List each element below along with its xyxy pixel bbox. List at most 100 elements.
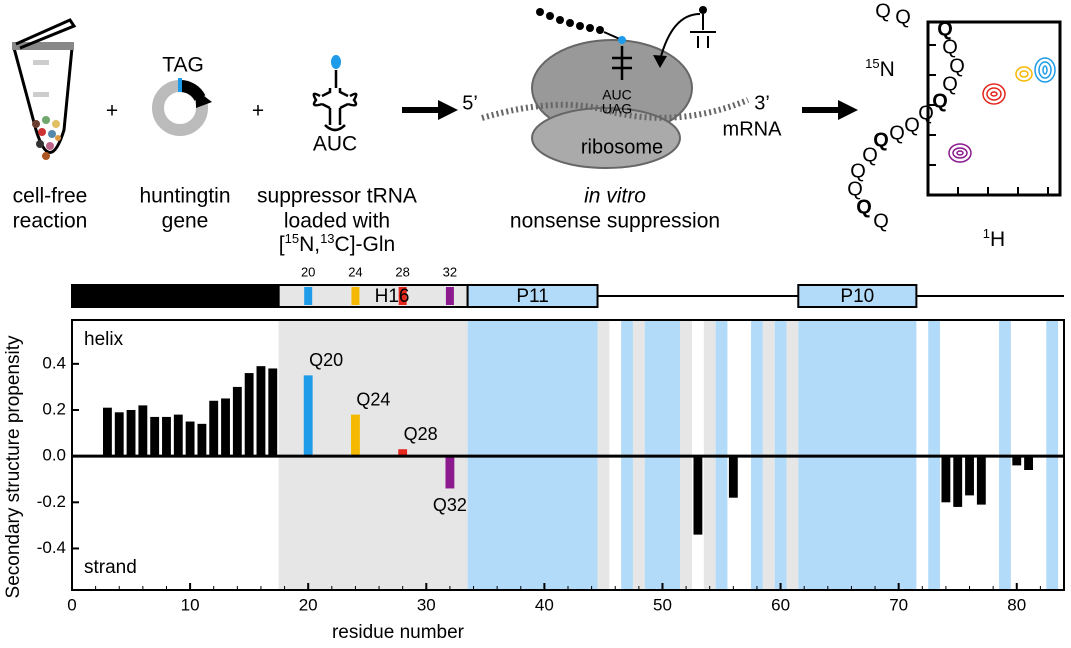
gln (331, 55, 341, 69)
superscript: 15 (865, 56, 879, 71)
x-tick-label: 50 (653, 595, 672, 614)
glutamine: Q (937, 18, 953, 40)
glutamine: Q (918, 102, 934, 124)
caption: cell-free (13, 185, 88, 208)
site (445, 287, 454, 305)
glutamine: Q (942, 36, 958, 58)
codon: TAG (162, 54, 204, 77)
glutamine: Q (847, 178, 863, 200)
domain-label: P10 (840, 286, 874, 307)
arrow-head (653, 55, 667, 68)
y-tick-label: -0.2 (37, 492, 66, 511)
strand-label: strand (84, 557, 137, 578)
caption: huntingtin (139, 185, 230, 208)
incoming-trna (690, 14, 716, 48)
glutamine: Q (873, 129, 889, 151)
caption: loaded with (284, 210, 390, 233)
x-tick-label: 20 (299, 595, 318, 614)
bar (303, 375, 313, 457)
domain-label: P11 (516, 286, 548, 307)
arrow-head (838, 100, 858, 120)
codon: UAG (602, 101, 632, 117)
site-label: 24 (348, 264, 362, 279)
x-tick-label: 80 (1007, 595, 1026, 614)
caption: reaction (13, 210, 88, 233)
domain-label: N17 (158, 286, 193, 307)
x-axis-label: residue number (332, 622, 465, 643)
helix-label: helix (84, 329, 124, 350)
nmr-ticks (928, 44, 1049, 195)
bar (138, 405, 148, 457)
y-tick-label: 0.4 (42, 353, 66, 372)
bar (114, 412, 124, 457)
caption-part: C]-Gln (335, 233, 396, 256)
y-tick-label: -0.4 (37, 538, 66, 557)
glutamine: Q (850, 160, 866, 182)
tube-mark (33, 92, 49, 97)
bar (185, 421, 195, 457)
axis-label: 1H (983, 226, 1005, 250)
gene-arrow (196, 90, 212, 108)
bar (209, 400, 219, 457)
bar (1024, 456, 1033, 470)
glutamine: Q (904, 114, 920, 136)
x-tick-label: 40 (535, 595, 554, 614)
domain (466, 284, 599, 308)
axis-label-part: H (990, 228, 1005, 251)
glutamine: Q (949, 55, 965, 77)
bar (232, 386, 242, 457)
bar (398, 449, 408, 457)
five-prime: 5’ (462, 92, 478, 114)
annotation: Q24 (356, 389, 390, 409)
domain (797, 284, 918, 308)
bar (244, 373, 254, 457)
caption-part: [ (279, 233, 285, 256)
superscript: 13 (320, 231, 334, 246)
site (304, 287, 313, 305)
gln (618, 36, 626, 44)
glutamine: Q (856, 196, 872, 218)
nmr-frame (926, 20, 1062, 197)
plot: 20 24 28 32 N17 H16 P11 P10 Q20 Q24 Q28 Q32 -0.4 -0.2… (3, 264, 1065, 643)
arrow-head (438, 100, 458, 120)
mrna-label: mRNA (723, 118, 783, 140)
bar (1012, 456, 1022, 466)
site-label: 20 (301, 264, 315, 279)
anticodon: AUC (313, 133, 357, 156)
x-tick-label: 30 (417, 595, 436, 614)
bar (268, 368, 278, 457)
axis-label-part: N (880, 58, 895, 81)
glutamine: Q (895, 6, 911, 28)
x-tick-label: 60 (771, 595, 790, 614)
trna (312, 70, 358, 132)
bar (976, 456, 986, 505)
y-tick-label: 0.2 (42, 399, 66, 418)
bar (941, 456, 951, 503)
site-label: 32 (443, 264, 457, 279)
bar (693, 456, 703, 535)
plus: + (106, 100, 118, 123)
caption-part: N, (299, 233, 320, 256)
bar (162, 416, 171, 457)
site (351, 287, 360, 305)
bar (150, 416, 160, 457)
caption: in vitro (584, 185, 646, 208)
trna-bound (612, 46, 632, 80)
bar (103, 407, 112, 457)
plus: + (252, 100, 264, 123)
y-axis-label: Secondary structure propensity (3, 335, 24, 598)
annotation: Q20 (309, 350, 343, 370)
caption: suppressor tRNA (257, 185, 417, 208)
bar (351, 414, 360, 457)
x-tick-label: 70 (889, 595, 908, 614)
bar (953, 456, 963, 507)
three-prime: 3’ (754, 92, 770, 114)
anticodon: AUC (602, 87, 632, 103)
tube-cap (12, 42, 74, 50)
site-label: 28 (395, 264, 409, 279)
axis-label: 15N (865, 56, 895, 80)
bar (445, 456, 455, 489)
x-tick-label: 10 (181, 595, 200, 614)
glutamine: Q (862, 144, 878, 166)
bar (173, 414, 183, 457)
